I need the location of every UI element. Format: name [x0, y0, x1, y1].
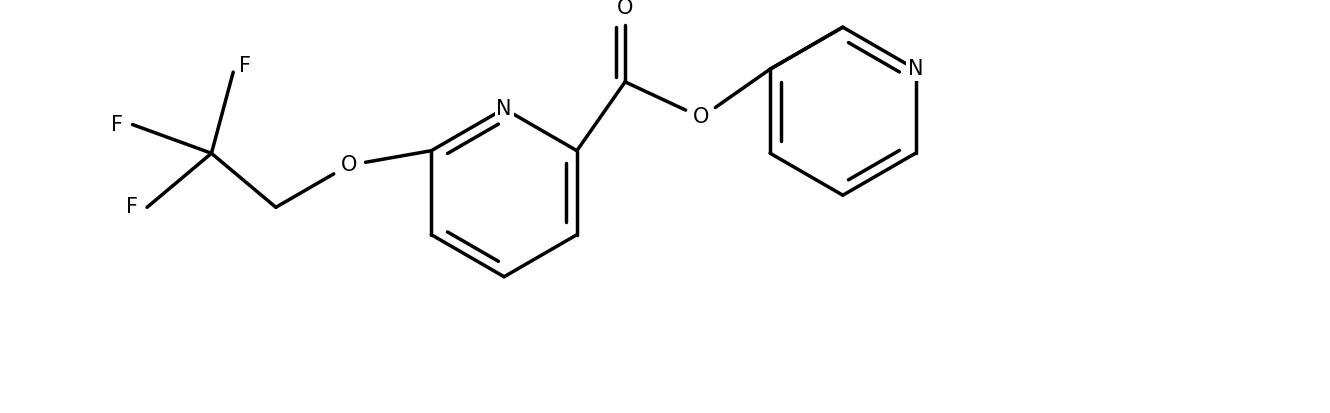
Text: O: O	[340, 155, 356, 175]
Text: F: F	[112, 114, 124, 135]
Text: N: N	[908, 59, 923, 79]
Text: F: F	[126, 197, 138, 217]
Text: O: O	[693, 107, 709, 127]
Text: N: N	[496, 99, 512, 119]
Text: F: F	[238, 57, 250, 76]
Text: O: O	[617, 0, 633, 18]
